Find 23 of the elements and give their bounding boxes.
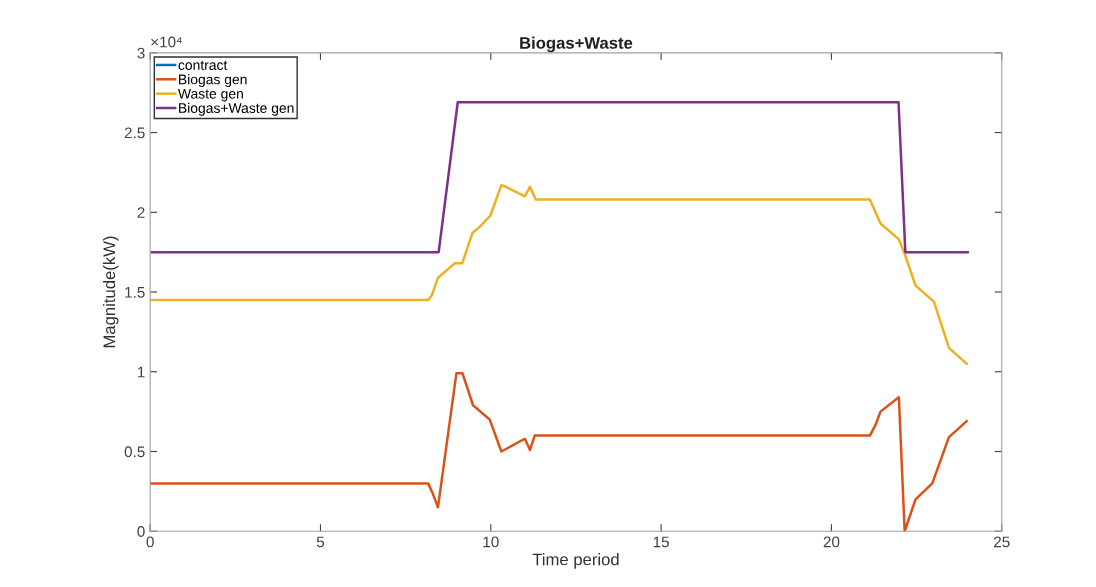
y-tick-label: 2.5 [124, 127, 145, 139]
y-tick-label: 0.5 [124, 446, 145, 458]
x-axis-title: Time period [532, 553, 619, 569]
y-tick-label: 2 [137, 207, 145, 218]
line-series [150, 183, 968, 366]
y-tick-label: 0 [137, 526, 145, 537]
x-tick-label: 25 [994, 536, 1010, 548]
y-axis-title: Magnitude(kW) [102, 236, 119, 348]
text: ×10⁴ [151, 36, 182, 48]
chart-title: Biogas+Waste [520, 36, 633, 53]
x-tick-label: 15 [653, 536, 669, 548]
x-tick-label: 5 [316, 536, 325, 548]
y-tick-label: 1.5 [125, 287, 145, 298]
y-tick-label: 3 [137, 47, 145, 59]
y-tick-label: 1 [137, 366, 145, 378]
x-tick-label: 20 [823, 536, 840, 548]
legend-label: Waste gen [177, 88, 243, 102]
x-tick-label: 10 [483, 536, 499, 548]
legend-label: contract [178, 60, 228, 70]
legend-label: Biogas gen [179, 74, 247, 88]
line-series [150, 372, 968, 532]
x-tick-label: 0 [146, 536, 154, 548]
legend-label: Biogas+Waste gen [179, 102, 294, 116]
